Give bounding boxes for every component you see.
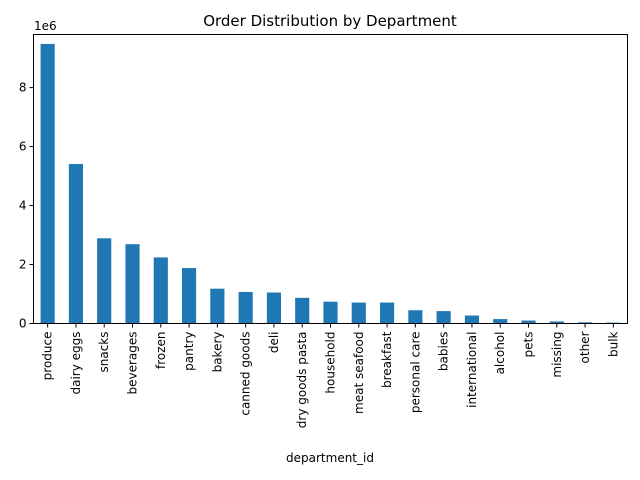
x-tick-label: household <box>324 332 338 394</box>
x-tick-label: snacks <box>97 332 111 373</box>
bar-breakfast <box>380 302 395 324</box>
x-tick-label: international <box>465 332 479 408</box>
x-tick-label: deli <box>267 332 281 354</box>
bar-canned-goods <box>238 291 253 324</box>
chart-title: Order Distribution by Department <box>203 12 457 30</box>
y-offset-label: 1e6 <box>34 19 57 33</box>
x-tick-label: pets <box>522 332 536 358</box>
x-tick-label: pantry <box>182 332 196 371</box>
bar-dry-goods-pasta <box>295 297 310 324</box>
x-tick-label: frozen <box>154 332 168 370</box>
bar-pets <box>521 320 536 324</box>
x-axis: produce dairy eggs snacks beverages frozen pa… <box>41 323 620 429</box>
x-tick-label: bulk <box>606 331 620 357</box>
bar-bakery <box>210 288 225 324</box>
bar-international <box>464 315 479 324</box>
bar-dairy-eggs <box>68 163 83 324</box>
bar-meat-seafood <box>351 302 366 324</box>
x-tick-label: bakery <box>210 332 224 373</box>
bar-babies <box>436 311 451 324</box>
x-tick-label: babies <box>437 332 451 372</box>
y-tick-label: 6 <box>19 140 27 154</box>
x-tick-label: canned goods <box>239 332 253 416</box>
y-tick-label: 0 <box>19 317 27 331</box>
x-tick-label: dry goods pasta <box>295 332 309 429</box>
bar-other <box>578 322 593 324</box>
y-tick-label: 8 <box>19 81 27 95</box>
bar-household <box>323 301 338 324</box>
y-tick-label: 4 <box>19 199 27 213</box>
x-axis-label: department_id <box>286 451 374 465</box>
x-tick-label: alcohol <box>493 332 507 375</box>
x-tick-label: other <box>578 331 592 363</box>
x-tick-label: personal care <box>408 332 422 414</box>
x-tick-label: breakfast <box>380 331 394 388</box>
x-tick-label: dairy eggs <box>69 332 83 395</box>
x-tick-label: missing <box>550 332 564 378</box>
bar-missing <box>549 321 564 324</box>
bar-frozen <box>153 257 168 324</box>
plot-frame <box>33 34 628 324</box>
x-tick-label: produce <box>41 332 55 381</box>
y-axis: 0 2 4 6 8 <box>19 81 34 331</box>
x-tick-label: beverages <box>126 332 140 395</box>
bar-pantry <box>182 268 197 324</box>
x-tick-label: meat seafood <box>352 332 366 414</box>
bar-personal-care <box>408 310 423 324</box>
y-tick-label: 2 <box>19 258 27 272</box>
bar-produce <box>40 43 55 324</box>
bars-group <box>40 43 621 324</box>
bar-deli <box>266 292 281 324</box>
bar-alcohol <box>493 319 508 324</box>
bar-snacks <box>97 238 112 324</box>
bar-beverages <box>125 244 140 324</box>
